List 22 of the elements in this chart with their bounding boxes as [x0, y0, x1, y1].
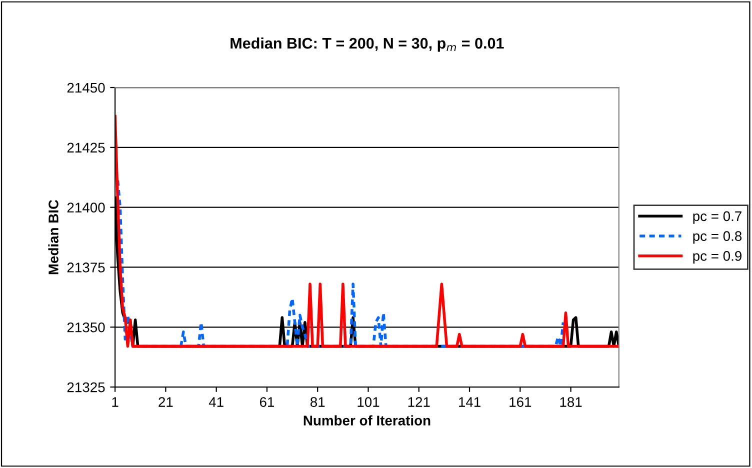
legend-label: pc = 0.8 — [693, 231, 742, 244]
x-tick-label: 41 — [208, 397, 224, 407]
x-tick-label: 61 — [260, 397, 274, 407]
x-tick-label: 1 — [112, 397, 118, 407]
y-axis-title: Median BIC — [48, 200, 58, 274]
chart-title: Median BIC: T = 200, N = 30, p$_{m}$ = 0.01 — [230, 37, 504, 52]
x-tick-label: 181 — [560, 397, 582, 407]
y-tick-label: 21450 — [67, 82, 105, 93]
y-tick-label: 21350 — [67, 322, 105, 332]
x-tick-label: 81 — [310, 397, 325, 407]
x-axis-title: Number of Iteration — [304, 415, 430, 426]
legend-label: pc = 0.7 — [693, 211, 742, 224]
x-tick-label: 141 — [458, 397, 480, 407]
x-tick-label: 161 — [510, 397, 532, 407]
y-tick-label: 21400 — [67, 202, 105, 212]
legend-label: pc = 0.9 — [693, 251, 742, 264]
x-tick-label: 121 — [408, 397, 430, 407]
y-tick-label: 21425 — [67, 142, 105, 153]
x-tick-label: 101 — [358, 397, 380, 407]
x-tick-label: 21 — [158, 397, 173, 407]
y-tick-label: 21375 — [67, 262, 105, 272]
y-tick-label: 21325 — [67, 382, 105, 392]
